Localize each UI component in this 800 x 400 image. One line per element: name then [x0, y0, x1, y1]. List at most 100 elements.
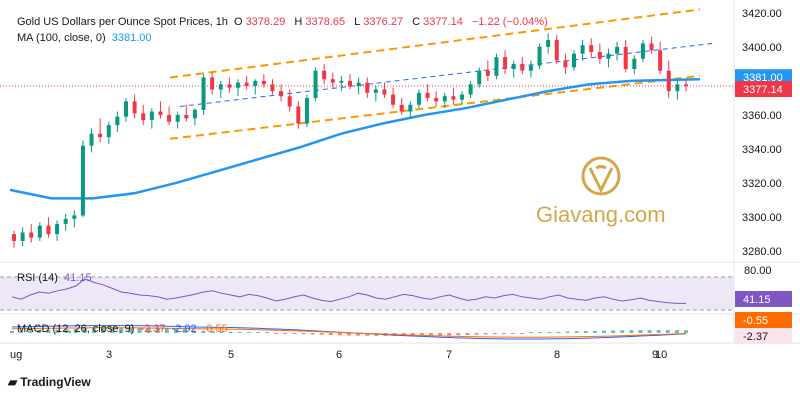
candle-body[interactable]	[649, 43, 654, 51]
candle-body[interactable]	[399, 104, 404, 112]
candle-body[interactable]	[141, 113, 146, 121]
candle-body[interactable]	[485, 70, 490, 76]
candle-body[interactable]	[597, 51, 602, 59]
candle-body[interactable]	[356, 82, 361, 87]
candle-body[interactable]	[124, 101, 128, 117]
candle-body[interactable]	[572, 53, 576, 68]
candle-body[interactable]	[313, 70, 318, 98]
ma-100-line[interactable]	[9, 77, 701, 200]
ma-legend[interactable]: MA (100, close, 0) 3381.00	[17, 32, 154, 44]
tradingview-logo-icon: ▰	[8, 375, 17, 389]
x-tick-label: 5	[228, 349, 234, 361]
candle-body[interactable]	[192, 109, 197, 119]
candle-body[interactable]	[477, 70, 482, 85]
candle-body[interactable]	[537, 46, 542, 66]
candle-body[interactable]	[201, 77, 206, 110]
candle-body[interactable]	[304, 97, 309, 124]
candle-body[interactable]	[615, 46, 620, 54]
candle-body[interactable]	[55, 223, 60, 235]
candle-body[interactable]	[675, 84, 680, 92]
candle-body[interactable]	[589, 45, 594, 52]
candle-body[interactable]	[640, 43, 645, 59]
candle-body[interactable]	[279, 91, 284, 97]
candle-body[interactable]	[115, 116, 120, 126]
candle-body[interactable]	[210, 77, 215, 90]
candle-body[interactable]	[158, 111, 163, 115]
macd-signal-line[interactable]	[11, 327, 687, 338]
candle-body[interactable]	[20, 232, 25, 241]
candle-body[interactable]	[580, 45, 585, 54]
candle-body[interactable]	[287, 96, 292, 107]
low-label: L	[354, 16, 361, 28]
candle-body[interactable]	[434, 97, 439, 102]
candle-body[interactable]	[253, 80, 258, 87]
channel-upper-line[interactable]	[169, 8, 701, 79]
symbol-title[interactable]: Gold US Dollars per Ounce Spot Prices, 1…	[17, 16, 228, 28]
candle-body[interactable]	[520, 63, 525, 71]
tradingview-footer[interactable]: ▰ TradingView	[8, 375, 91, 389]
candle-body[interactable]	[365, 82, 370, 93]
candle-body[interactable]	[468, 84, 473, 95]
candle-body[interactable]	[106, 125, 111, 138]
candle-body[interactable]	[296, 106, 301, 124]
candle-body[interactable]	[391, 94, 396, 105]
candle-body[interactable]	[546, 40, 551, 47]
candle-body[interactable]	[184, 114, 189, 119]
candle-body[interactable]	[606, 53, 611, 59]
candle-body[interactable]	[373, 89, 378, 93]
candle-body[interactable]	[684, 84, 688, 87]
candle-body[interactable]	[149, 111, 154, 121]
candle-body[interactable]	[167, 114, 172, 122]
rsi-legend[interactable]: RSI (14) 41.15	[17, 272, 95, 284]
candle-body[interactable]	[348, 80, 352, 87]
candle-body[interactable]	[382, 89, 387, 95]
candle-body[interactable]	[270, 84, 275, 92]
candle-body[interactable]	[494, 57, 499, 76]
macd-histogram-bar	[529, 332, 534, 333]
macd-legend[interactable]: MACD (12, 26, close, 9) -2.37 -2.92 -0.5…	[17, 323, 231, 335]
candle-body[interactable]	[451, 96, 456, 100]
candle-body[interactable]	[227, 84, 232, 88]
candle-body[interactable]	[416, 92, 421, 105]
candle-body[interactable]	[244, 82, 249, 87]
candle-body[interactable]	[528, 65, 533, 71]
candle-body[interactable]	[554, 40, 559, 61]
giavang-brand-text: Giavang.com	[536, 202, 666, 227]
rsi-line[interactable]	[11, 278, 686, 304]
candle-body[interactable]	[425, 92, 430, 98]
candle-body[interactable]	[12, 234, 16, 241]
y-tick-label: 3280.00	[742, 246, 782, 258]
candle-body[interactable]	[29, 232, 34, 238]
candle-body[interactable]	[658, 50, 663, 71]
candle-body[interactable]	[632, 58, 637, 69]
candle-body[interactable]	[322, 70, 327, 80]
candle-body[interactable]	[666, 70, 671, 92]
candle-body[interactable]	[563, 60, 568, 68]
rsi-label: RSI (14)	[17, 272, 58, 284]
candle-body[interactable]	[236, 82, 240, 88]
channel-lower-line[interactable]	[169, 74, 701, 140]
candle-body[interactable]	[442, 96, 447, 102]
candle-body[interactable]	[218, 84, 223, 90]
candle-body[interactable]	[503, 57, 508, 69]
candle-body[interactable]	[623, 46, 628, 69]
candle-body[interactable]	[80, 145, 85, 216]
candle-body[interactable]	[46, 225, 51, 235]
candle-body[interactable]	[72, 215, 77, 219]
candle-body[interactable]	[330, 79, 335, 83]
candle-body[interactable]	[89, 133, 94, 146]
candle-body[interactable]	[261, 80, 266, 85]
macd-histogram-bar	[419, 333, 424, 336]
candle-body[interactable]	[460, 94, 464, 100]
candle-body[interactable]	[132, 101, 137, 114]
candle-body[interactable]	[175, 114, 180, 122]
x-tick-label: 3	[106, 349, 112, 361]
candle-body[interactable]	[408, 104, 413, 112]
candle-body[interactable]	[98, 133, 103, 138]
candle-body[interactable]	[511, 63, 516, 69]
candle-body[interactable]	[339, 80, 344, 83]
candle-body[interactable]	[37, 225, 42, 238]
macd-histogram-bar	[465, 333, 470, 335]
candle-body[interactable]	[63, 218, 68, 224]
